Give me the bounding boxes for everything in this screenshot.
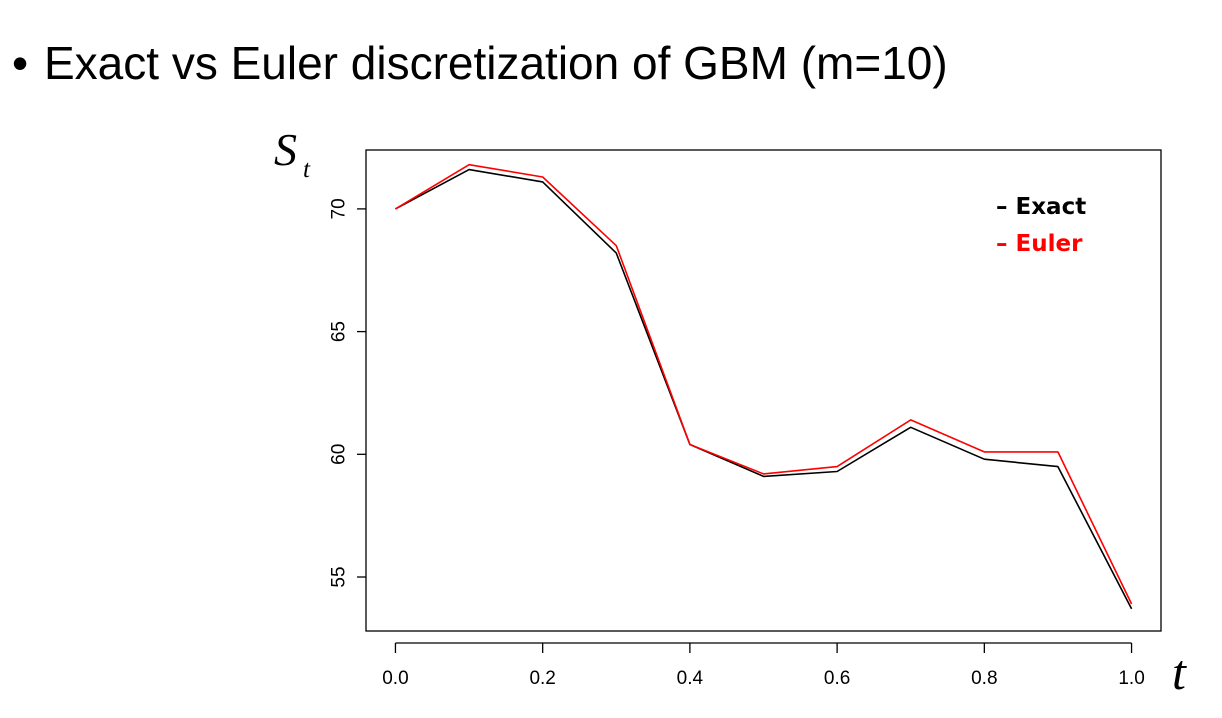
x-axis-label: t xyxy=(1172,644,1187,700)
title-bullet: • xyxy=(12,37,29,89)
x-tick-label: 0.6 xyxy=(824,668,850,689)
y-tick-label: 70 xyxy=(329,198,350,219)
y-axis-label: S xyxy=(274,124,297,175)
series-line-euler xyxy=(394,163,1133,605)
y-tick-label: 65 xyxy=(329,321,350,342)
slide-title-text: Exact vs Euler discretization of GBM (m=… xyxy=(44,37,948,89)
series-line-exact xyxy=(395,168,1133,610)
legend: – Exact – Euler xyxy=(996,194,1086,257)
x-tick-label: 0.8 xyxy=(971,668,997,689)
x-axis: 0.0 0.2 0.4 0.6 0.8 1.0 xyxy=(382,642,1145,689)
y-tick-label: 60 xyxy=(329,444,350,465)
series-group xyxy=(394,163,1133,610)
x-tick-label: 0.4 xyxy=(677,668,704,689)
plot-frame xyxy=(365,149,1162,632)
legend-entry-exact: – Exact xyxy=(996,194,1086,220)
y-tick-label: 55 xyxy=(329,566,350,587)
x-tick-label: 0.2 xyxy=(529,668,555,689)
slide-title: • Exact vs Euler discretization of GBM (m… xyxy=(12,36,948,91)
legend-entry-euler: – Euler xyxy=(996,231,1083,257)
y-axis-label-subscript: t xyxy=(303,156,311,183)
x-tick-label: 1.0 xyxy=(1118,668,1144,689)
y-axis: 55 60 65 70 xyxy=(329,198,366,588)
x-tick-label: 0.0 xyxy=(382,668,408,689)
